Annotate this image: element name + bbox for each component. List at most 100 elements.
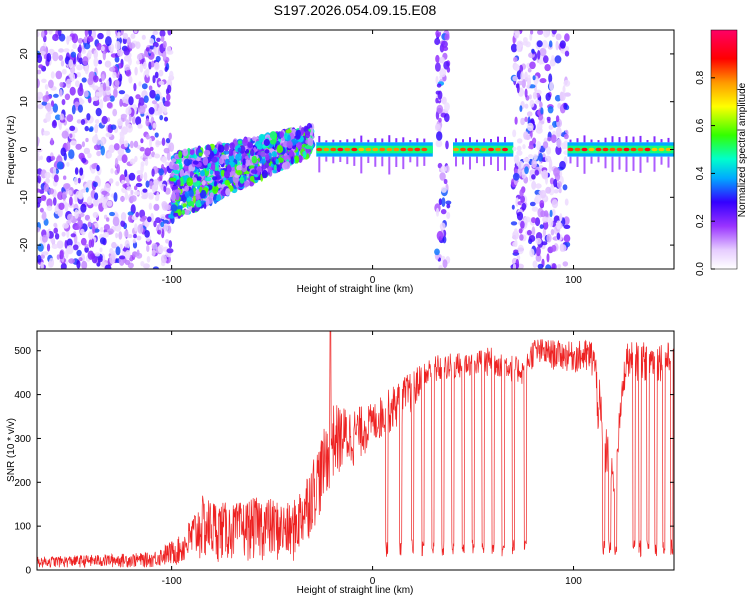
spectrogram-cell	[136, 170, 143, 175]
spectrogram-cell	[272, 169, 277, 174]
spectrogram-cell	[106, 30, 111, 38]
spectrogram-cell	[136, 235, 142, 241]
spectrogram-cell	[170, 210, 174, 216]
spectrogram-cell	[101, 74, 105, 82]
spectrogram-cell	[85, 137, 89, 143]
spectrogram-cell	[41, 101, 48, 106]
spectrogram-cell	[134, 155, 138, 163]
spectrogram-cell	[519, 64, 523, 74]
spectrogram-cell	[203, 149, 211, 156]
spectrogram-cell	[515, 258, 520, 269]
spectrogram-cell	[221, 154, 226, 160]
spectrogram-cell	[520, 71, 524, 81]
spectrogram-cell	[529, 33, 533, 41]
spectrogram-tail	[353, 138, 356, 143]
spectrogram-cell	[74, 209, 79, 219]
spectrogram-cell	[75, 143, 82, 150]
spectrogram-cell	[125, 148, 131, 153]
spectrogram-cell	[529, 61, 536, 70]
spectrogram-cell	[135, 182, 143, 188]
spectrogram-cell	[555, 115, 560, 123]
spectrogram-cell	[556, 181, 562, 189]
spectrogram-cell	[516, 83, 520, 94]
spectrogram-cell	[440, 165, 447, 173]
spectrogram-cell	[563, 79, 571, 87]
spectrogram-cell	[53, 197, 57, 206]
y-tick-label: -20	[19, 237, 30, 252]
spectrogram-cell	[438, 198, 443, 206]
spectrogram-cell	[155, 93, 161, 102]
spectrogram-cell	[514, 116, 518, 125]
spectrogram-cell	[445, 165, 450, 173]
spectrogram-cell	[258, 133, 266, 143]
spectrogram-cell	[153, 203, 160, 211]
spectrogram-peak	[460, 147, 466, 152]
spectrogram-cell	[439, 172, 446, 181]
spectrogram-tail	[611, 156, 614, 173]
spectrogram-cell	[79, 167, 84, 176]
spectrogram-tail	[639, 156, 642, 173]
spectrogram-tail	[483, 156, 485, 167]
spectrogram-cell	[81, 260, 88, 269]
spectrogram-cell	[84, 64, 89, 75]
spectrogram-cell	[510, 43, 518, 53]
spectrogram-cell	[551, 30, 557, 35]
snr-panel: -100 0 100 0 100 200 300 400 500 Height of strai…	[6, 330, 675, 596]
spectrogram-cell	[534, 217, 541, 227]
spectrogram-cell	[550, 134, 557, 143]
spectrogram-cell	[139, 146, 145, 152]
spectrogram-x-axis-label: Height of straight line (km)	[297, 284, 414, 295]
spectrogram-cell	[94, 119, 100, 124]
spectrogram-cell	[557, 264, 562, 269]
spectrogram-peak	[323, 147, 330, 152]
spectrogram-cell	[546, 146, 551, 155]
spectrogram-tail	[318, 156, 321, 173]
spectrogram-peak	[567, 147, 574, 152]
spectrogram-cell	[555, 145, 562, 156]
colorbar-ticks: 0.0 0.2 0.4 0.6 0.8	[695, 70, 715, 276]
spectrogram-cell	[84, 243, 89, 248]
spectrogram-cell	[444, 113, 450, 123]
spectrogram-cell	[279, 131, 285, 138]
spectrogram-cell	[517, 43, 523, 53]
spectrogram-tail	[646, 140, 649, 143]
spectrogram-cell	[195, 189, 201, 194]
spectrogram-cell	[220, 169, 225, 177]
spectrogram-tail	[409, 140, 412, 143]
spectrogram-cell	[119, 30, 124, 36]
spectrogram-cell	[78, 257, 83, 262]
spectrogram-cell	[553, 189, 559, 194]
spectrogram-cell	[114, 79, 120, 87]
spectrogram-cell	[63, 183, 71, 190]
spectrogram-tail	[569, 139, 572, 143]
spectrogram-cell	[141, 194, 148, 200]
spectrogram-tail	[504, 136, 506, 143]
spectrogram-cell	[528, 235, 536, 242]
spectrogram-cell	[181, 209, 185, 216]
spectrogram-cell	[112, 108, 118, 117]
spectrogram-cell	[298, 154, 303, 163]
spectrogram-cell	[534, 169, 539, 176]
spectrogram-cell	[123, 140, 129, 148]
spectrogram-cell	[89, 126, 94, 132]
spectrogram-cell	[120, 212, 127, 222]
spectrogram-tail	[339, 140, 342, 143]
spectrogram-tail	[618, 156, 621, 170]
spectrogram-cell	[275, 158, 279, 165]
spectrogram-cell	[87, 49, 92, 58]
spectrogram-cell	[514, 239, 518, 248]
spectrogram-cell	[128, 42, 136, 49]
spectrogram-cell	[58, 54, 64, 61]
spectrogram-cell	[548, 124, 554, 130]
spectrogram-cell	[74, 193, 78, 203]
spectrogram-cell	[204, 177, 212, 182]
x-tick-label: -100	[162, 576, 182, 587]
spectrogram-cell	[130, 195, 137, 202]
spectrogram-cell	[62, 175, 67, 180]
spectrogram-cell	[521, 78, 526, 89]
spectrogram-peak	[393, 147, 400, 152]
spectrogram-cell	[44, 84, 49, 90]
spectrogram-cell	[538, 59, 543, 65]
spectrogram-cell	[171, 192, 176, 202]
